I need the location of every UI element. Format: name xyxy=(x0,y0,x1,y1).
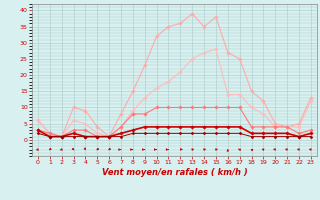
X-axis label: Vent moyen/en rafales ( km/h ): Vent moyen/en rafales ( km/h ) xyxy=(101,168,247,177)
